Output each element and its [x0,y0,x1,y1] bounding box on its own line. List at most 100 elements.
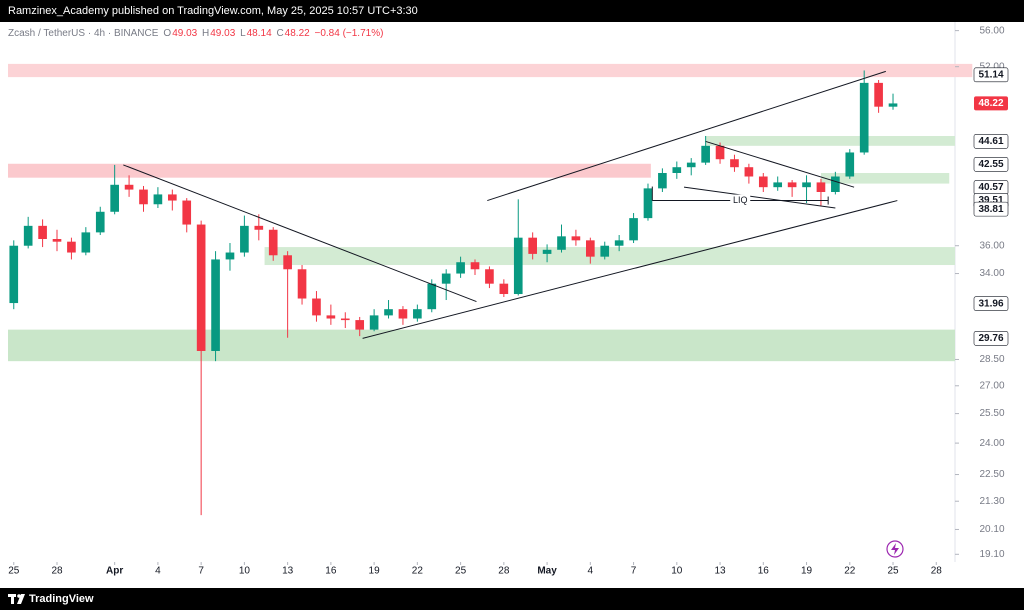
candle-body [787,182,797,188]
x-tick-label: 7 [198,566,204,577]
candle-body [773,182,783,188]
price-badge-label: 29.76 [978,333,1003,344]
candle-body [686,162,696,168]
candle-body [470,262,480,270]
y-tick-label: 34.00 [979,268,1004,279]
candle-body [643,188,653,219]
drawings: LIQ [123,70,898,339]
candle-body [110,184,119,212]
zone [705,136,955,146]
x-tick-label: 22 [844,566,856,577]
x-tick-label: 25 [455,566,467,577]
candle-body [67,241,76,253]
candle-body [874,82,883,107]
candle-body [268,229,278,256]
candle-body [283,255,292,270]
y-tick-label: 56.00 [979,25,1004,36]
x-tick-label: 16 [758,566,770,577]
candle-body [139,189,148,205]
legend-header: Zcash / TetherUS · 4h · BINANCE O 49.03 H… [8,28,383,39]
l-value: 48.14 [246,28,272,39]
y-tick-label: 27.00 [979,380,1004,391]
zone [8,329,955,362]
candle-body [52,239,62,242]
y-tick-label: 52.00 [979,61,1004,72]
y-tick-label: 24.00 [979,438,1004,449]
candle-body [888,103,898,107]
candle-body [614,240,624,246]
candle-body [499,283,509,295]
price-badge [973,157,1009,172]
x-tick-label: 28 [498,566,510,577]
candle-body [38,225,47,240]
candle-body [297,269,307,299]
x-tick-label: 10 [239,566,251,577]
candle-body [571,236,581,241]
h-value: 49.03 [210,28,236,39]
price-badge-label: 40.57 [978,182,1003,193]
candle-body [23,225,33,246]
candle-body [211,259,220,351]
candle-body [816,182,826,192]
price-badge [973,134,1009,149]
zone [264,247,956,266]
o-value: 49.03 [172,28,198,39]
candle-body [254,225,264,230]
trend-line [123,164,477,303]
candle-body [182,200,192,225]
candle-body [758,176,768,188]
candle-body [744,167,754,177]
candle-body [225,252,235,260]
candle-body [369,315,379,330]
candle-body [95,211,105,233]
candle-body [167,194,177,201]
candle-body [9,245,19,304]
x-tick-label: May [537,566,557,577]
candle-body [629,218,638,241]
alert-bolt [891,543,899,555]
candle-body [196,224,206,351]
candle-body [441,273,451,284]
price-badge [973,201,1009,217]
x-tick-label: 19 [801,566,813,577]
symbol: Zcash / TetherUS · 4h · BINANCE [8,28,159,39]
x-tick-label: 25 [887,566,899,577]
candle-body [672,167,682,173]
x-tick-label: 22 [412,566,424,577]
x-tick-label: 25 [8,566,20,577]
x-tick-label: 4 [155,566,161,577]
trend-line [683,186,836,209]
zones [8,63,973,362]
candle-body [240,225,249,253]
price-badge-label: 42.55 [978,159,1003,170]
x-tick-label: 19 [369,566,381,577]
x-tick-label: 28 [51,566,63,577]
price-badge [974,96,1008,111]
price-badge-label: 44.61 [978,136,1003,147]
candle-body [427,283,437,310]
y-tick-label: 20.10 [979,524,1004,535]
candle-body [730,159,739,168]
zone [8,63,973,78]
x-tick-label: 4 [588,566,594,577]
candle-body [557,236,566,250]
candle-body [831,176,840,192]
axes: 56.00 52.00 36.00 34.00 28.50 27.00 25.50 24.00… [8,25,1009,577]
footer-bar [0,588,1024,610]
zone [820,172,950,184]
liq-label-bg [730,194,751,207]
candle-body [340,318,350,321]
c-value: 48.22 [284,28,310,39]
x-tick-label: 13 [714,566,726,577]
candle-body [81,232,91,253]
price-badge-label: 48.22 [978,98,1003,109]
trend-line [705,140,855,188]
c-label: C [276,28,284,39]
y-tick-label: 36.00 [979,240,1004,251]
x-tick-label: 10 [671,566,683,577]
price-badge-label: 38.81 [978,204,1003,215]
o-label: O [163,28,172,39]
